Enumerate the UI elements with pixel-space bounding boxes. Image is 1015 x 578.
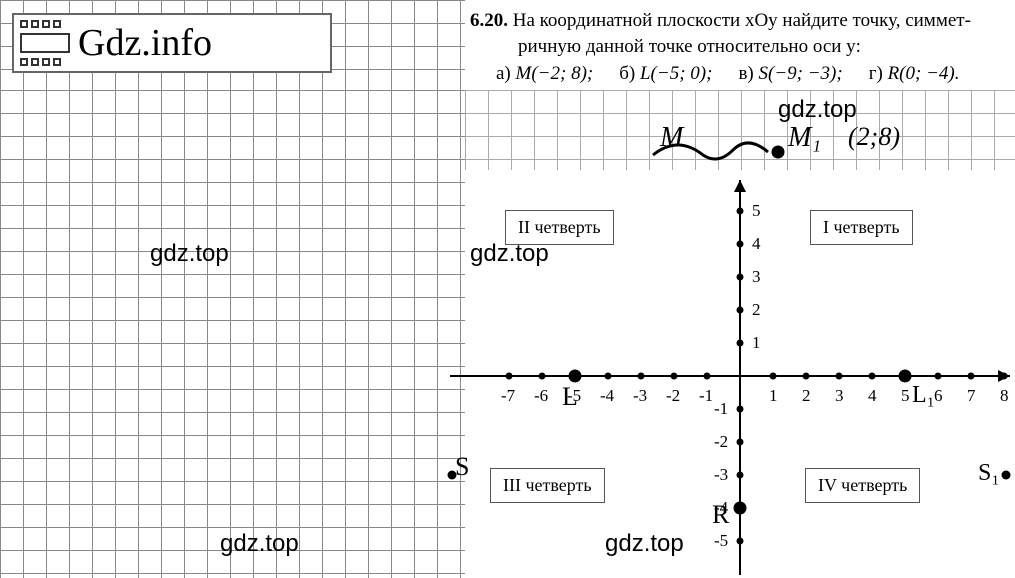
part-a: а) M(−2; 8); bbox=[496, 61, 593, 87]
x-tick-label: 2 bbox=[802, 386, 811, 406]
point-S-label: S bbox=[455, 452, 469, 482]
point-M1-label: M₁ bbox=[788, 122, 821, 154]
y-tick-label: 3 bbox=[752, 267, 761, 287]
x-tick-label: -6 bbox=[534, 386, 548, 406]
y-tick-dot bbox=[737, 406, 744, 413]
watermark: gdz.top bbox=[150, 240, 229, 268]
problem-text: 6.20. На координатной плоскости xOy найд… bbox=[470, 8, 1010, 87]
y-tick-dot bbox=[737, 208, 744, 215]
x-tick-label: -1 bbox=[699, 386, 713, 406]
y-tick-dot bbox=[737, 472, 744, 479]
y-tick-label: 5 bbox=[752, 201, 761, 221]
point-M1-coords: (2;8) bbox=[848, 122, 900, 152]
y-tick-dot bbox=[737, 307, 744, 314]
film-icon bbox=[20, 20, 70, 66]
x-tick-label: -3 bbox=[633, 386, 647, 406]
y-tick-label: -5 bbox=[714, 531, 728, 551]
x-tick-dot bbox=[605, 373, 612, 380]
x-tick-label: -2 bbox=[666, 386, 680, 406]
y-tick-dot bbox=[737, 274, 744, 281]
x-tick-dot bbox=[803, 373, 810, 380]
point-L1-label: L₁ bbox=[912, 382, 935, 409]
site-name: Gdz.info bbox=[78, 21, 212, 65]
site-header-box: Gdz.info bbox=[12, 13, 332, 73]
y-tick-label: 2 bbox=[752, 300, 761, 320]
point-L-dot bbox=[569, 370, 582, 383]
point-S1-dot bbox=[1002, 471, 1011, 480]
watermark: gdz.top bbox=[220, 530, 299, 558]
x-tick-dot bbox=[869, 373, 876, 380]
x-tick-dot bbox=[968, 373, 975, 380]
y-tick-label: 1 bbox=[752, 333, 761, 353]
problem-line1: На координатной плоскости xOy найдите то… bbox=[513, 10, 971, 31]
x-tick-dot bbox=[638, 373, 645, 380]
x-tick-dot bbox=[539, 373, 546, 380]
x-tick-dot bbox=[836, 373, 843, 380]
part-b: б) L(−5; 0); bbox=[619, 61, 712, 87]
x-tick-label: 1 bbox=[769, 386, 778, 406]
point-R-dot bbox=[734, 502, 747, 515]
grid-background-left bbox=[0, 90, 465, 578]
point-S1-label: S₁ bbox=[978, 460, 1000, 487]
x-tick-dot bbox=[671, 373, 678, 380]
quadrant-3-label: III четверть bbox=[490, 468, 605, 503]
y-tick-dot bbox=[737, 241, 744, 248]
x-tick-label: 3 bbox=[835, 386, 844, 406]
part-v: в) S(−9; −3); bbox=[738, 61, 842, 87]
problem-number: 6.20. bbox=[470, 10, 508, 31]
x-tick-dot bbox=[770, 373, 777, 380]
x-tick-label: 7 bbox=[967, 386, 976, 406]
x-tick-dot bbox=[704, 373, 711, 380]
x-tick-dot bbox=[935, 373, 942, 380]
x-tick-dot bbox=[506, 373, 513, 380]
quadrant-2-label: II четверть bbox=[505, 210, 614, 245]
x-tick-label: -7 bbox=[501, 386, 515, 406]
y-tick-label: 4 bbox=[752, 234, 761, 254]
y-tick-dot bbox=[737, 340, 744, 347]
x-tick-label: 8 bbox=[1000, 386, 1009, 406]
y-tick-dot bbox=[737, 538, 744, 545]
part-g: г) R(0; −4). bbox=[869, 61, 960, 87]
point-L1-dot bbox=[899, 370, 912, 383]
point-L-label: L bbox=[562, 382, 578, 412]
y-tick-label: -3 bbox=[714, 465, 728, 485]
point-M-label: M bbox=[660, 122, 683, 154]
x-tick-label: 6 bbox=[934, 386, 943, 406]
quadrant-1-label: I четверть bbox=[810, 210, 913, 245]
x-tick-label: 5 bbox=[901, 386, 910, 406]
y-tick-label: -2 bbox=[714, 432, 728, 452]
y-tick-label: -1 bbox=[714, 399, 728, 419]
y-tick-dot bbox=[737, 439, 744, 446]
x-tick-label: 4 bbox=[868, 386, 877, 406]
x-tick-label: -4 bbox=[600, 386, 614, 406]
x-tick-dot bbox=[1001, 373, 1008, 380]
point-R-label: R bbox=[712, 500, 729, 530]
problem-line2: ричную данной точке относительно оси y: bbox=[470, 34, 1010, 60]
watermark: gdz.top bbox=[778, 96, 857, 124]
point-M1-dot bbox=[772, 146, 785, 159]
quadrant-4-label: IV четверть bbox=[805, 468, 920, 503]
